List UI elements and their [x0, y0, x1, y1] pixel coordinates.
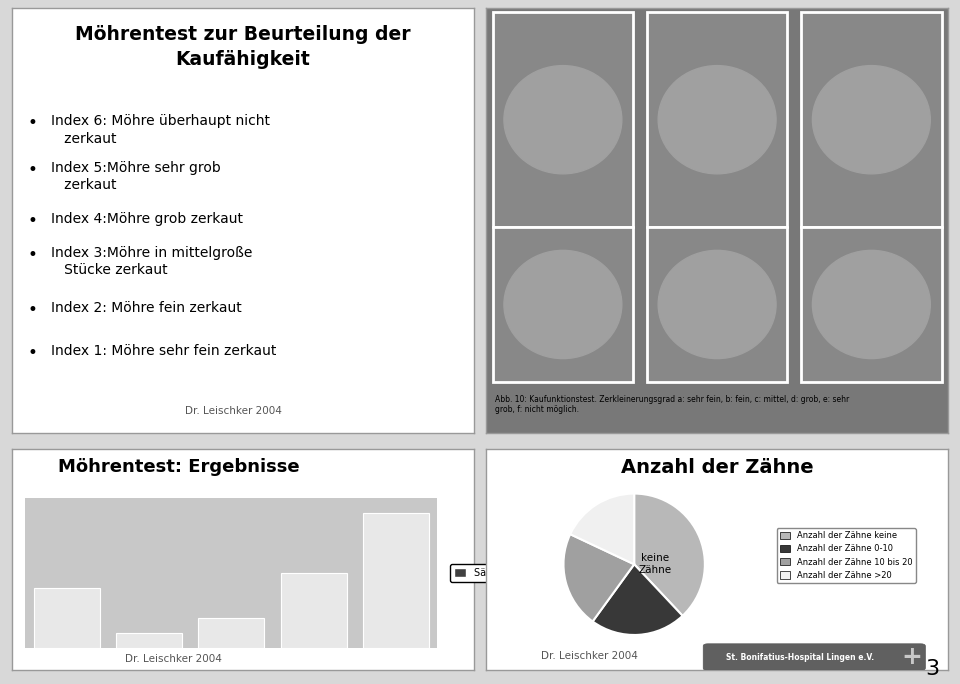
Text: •: • — [28, 246, 37, 264]
Text: Index 6: Möhre überhaupt nicht
   zerkaut: Index 6: Möhre überhaupt nicht zerkaut — [51, 114, 270, 146]
Bar — [280, 573, 347, 648]
Circle shape — [812, 66, 930, 174]
Circle shape — [504, 66, 622, 174]
Text: Möhrentest: Ergebnisse: Möhrentest: Ergebnisse — [58, 458, 300, 476]
Bar — [647, 227, 787, 382]
Text: •: • — [28, 212, 37, 230]
Text: +: + — [901, 645, 922, 669]
Text: Index 3:Möhre in mittelgroße
   Stücke zerkaut: Index 3:Möhre in mittelgroße Stücke zerk… — [51, 246, 252, 278]
Legend: Säule 1: Säule 1 — [450, 564, 514, 582]
Text: •: • — [28, 114, 37, 133]
Text: Möhrentest zur Beurteilung der
Kaufähigkeit: Möhrentest zur Beurteilung der Kaufähigk… — [75, 25, 411, 69]
Legend: Anzahl der Zähne keine, Anzahl der Zähne 0-10, Anzahl der Zähne 10 bis 20, Anzah: Anzahl der Zähne keine, Anzahl der Zähne… — [777, 528, 916, 583]
Bar — [802, 12, 942, 227]
Text: Dr. Leischker 2004: Dr. Leischker 2004 — [125, 654, 222, 663]
Wedge shape — [570, 494, 635, 564]
Text: Index 5:Möhre sehr grob
   zerkaut: Index 5:Möhre sehr grob zerkaut — [51, 161, 221, 192]
Text: St. Bonifatius-Hospital Lingen e.V.: St. Bonifatius-Hospital Lingen e.V. — [727, 653, 875, 661]
Text: Abb. 10: Kaufunktionstest. Zerkleinerungsgrad a: sehr fein, b: fein, c: mittel, : Abb. 10: Kaufunktionstest. Zerkleinerung… — [495, 395, 850, 414]
Bar — [116, 633, 181, 648]
Bar — [492, 12, 633, 227]
Circle shape — [812, 250, 930, 358]
Bar — [34, 588, 100, 648]
Bar — [363, 513, 429, 648]
Text: 3: 3 — [924, 659, 939, 679]
Text: •: • — [28, 344, 37, 362]
Bar — [802, 227, 942, 382]
Text: •: • — [28, 161, 37, 179]
Bar — [647, 12, 787, 227]
Wedge shape — [592, 564, 683, 635]
Text: Index 2: Möhre fein zerkaut: Index 2: Möhre fein zerkaut — [51, 301, 242, 315]
Wedge shape — [564, 534, 635, 622]
Text: Anzahl der Zähne: Anzahl der Zähne — [621, 458, 813, 477]
Text: Index 4:Möhre grob zerkaut: Index 4:Möhre grob zerkaut — [51, 212, 243, 226]
Text: Dr. Leischker 2004: Dr. Leischker 2004 — [185, 406, 282, 416]
Text: •: • — [28, 301, 37, 319]
Circle shape — [659, 66, 776, 174]
Wedge shape — [635, 494, 705, 616]
Bar — [199, 618, 264, 648]
Bar — [492, 227, 633, 382]
Text: keine
Zähne: keine Zähne — [638, 553, 672, 575]
FancyBboxPatch shape — [704, 644, 925, 670]
Circle shape — [659, 250, 776, 358]
Text: Dr. Leischker 2004: Dr. Leischker 2004 — [541, 651, 638, 661]
Text: Index 1: Möhre sehr fein zerkaut: Index 1: Möhre sehr fein zerkaut — [51, 344, 276, 358]
Circle shape — [504, 250, 622, 358]
